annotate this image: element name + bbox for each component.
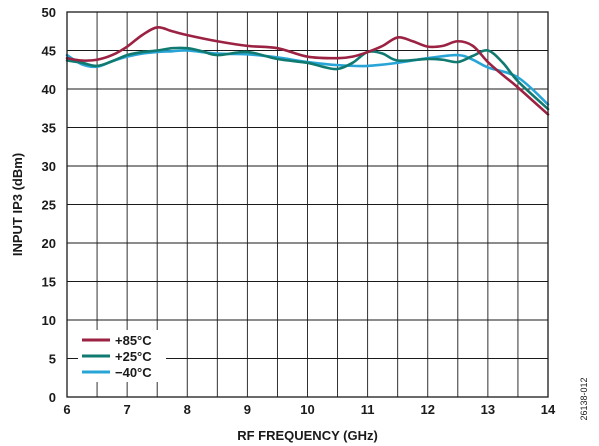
plot-frame (66, 11, 549, 398)
x-tick-label: 8 (184, 402, 191, 417)
x-tick-label: 11 (361, 402, 375, 417)
y-axis-title: INPUT IP3 (dBm) (10, 153, 25, 256)
series-line (65, 26, 550, 116)
x-tick-label: 6 (63, 402, 70, 417)
y-tick-label: 50 (42, 5, 56, 20)
y-tick-label: 30 (42, 159, 56, 174)
y-tick-label: 45 (42, 44, 56, 59)
y-tick-label: 40 (42, 82, 56, 97)
y-tick-label: 0 (49, 390, 56, 405)
x-tick-label: 12 (421, 402, 435, 417)
legend-label: +25°C (115, 349, 152, 364)
y-tick-label: 5 (49, 352, 56, 367)
series-lines (65, 26, 550, 116)
y-tick-label: 10 (42, 313, 56, 328)
legend-label: +85°C (115, 333, 152, 348)
y-tick-label: 20 (42, 236, 56, 251)
legend: +85°C+25°C−40°C (78, 330, 166, 382)
x-tick-label: 7 (124, 402, 131, 417)
y-tick-label: 35 (42, 121, 56, 136)
figure-id: 26138-012 (579, 377, 589, 420)
y-tick-labels: 0 5 10 15 20 25 30 35 40 45 50 (42, 5, 56, 405)
x-axis-title: RF FREQUENCY (GHz) (237, 428, 378, 443)
x-tick-label: 14 (541, 402, 556, 417)
y-tick-label: 25 (42, 198, 56, 213)
x-tick-label: 13 (481, 402, 495, 417)
series-line (65, 46, 550, 111)
x-tick-label: 9 (244, 402, 251, 417)
x-tick-labels: 6 7 8 9 10 11 12 13 14 (63, 402, 556, 417)
legend-label: −40°C (115, 365, 152, 380)
y-tick-label: 15 (42, 275, 56, 290)
x-tick-label: 10 (300, 402, 314, 417)
